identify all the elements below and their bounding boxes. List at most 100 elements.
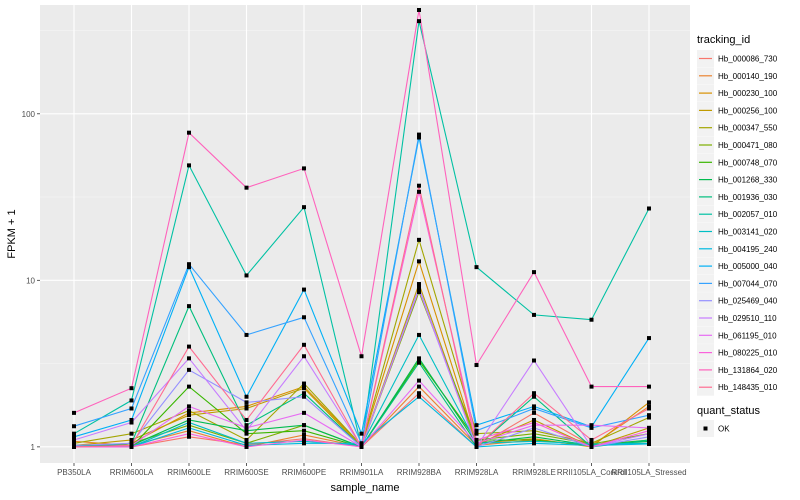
- data-point: [244, 273, 249, 278]
- legend-color-entries: Hb_000086_730 Hb_000140_190 Hb_000230_100 H…: [697, 50, 778, 396]
- data-point: [417, 394, 421, 399]
- data-point: [187, 413, 191, 418]
- data-point: [187, 431, 191, 436]
- data-point: [244, 423, 249, 428]
- legend-label: Hb_000471_080: [718, 141, 778, 150]
- data-point: [647, 428, 651, 433]
- data-point: [417, 282, 421, 287]
- legend-label: Hb_000748_070: [718, 158, 778, 167]
- legend-label: Hb_061195_010: [718, 331, 777, 340]
- data-point: [187, 420, 191, 425]
- legend-title-color: tracking_id: [697, 34, 750, 46]
- data-point: [129, 417, 134, 422]
- data-point: [417, 391, 421, 396]
- legend-label: Hb_007044_070: [718, 279, 778, 288]
- data-point: [302, 410, 306, 415]
- legend-shape-entries: OK: [697, 420, 730, 437]
- data-point: [417, 290, 421, 295]
- data-point: [244, 437, 249, 442]
- data-point: [187, 408, 191, 413]
- data-point: [302, 428, 306, 433]
- data-point: [72, 444, 76, 449]
- data-point: [417, 259, 421, 264]
- data-point: [302, 432, 306, 437]
- legend-label: Hb_000256_100: [718, 106, 778, 115]
- data-point: [244, 441, 249, 446]
- data-point: [187, 265, 191, 270]
- data-point: [474, 444, 479, 449]
- series-points: [72, 7, 651, 449]
- y-axis: 1 10 100: [22, 110, 40, 452]
- data-point: [72, 410, 76, 415]
- data-point: [244, 400, 249, 405]
- data-point: [417, 356, 421, 361]
- data-point: [417, 183, 421, 188]
- data-point: [532, 394, 536, 399]
- legend-label: Hb_025469_040: [718, 297, 778, 306]
- data-point: [244, 404, 249, 409]
- data-point: [187, 417, 191, 422]
- data-point: [589, 384, 594, 389]
- legend-label: Hb_148435_010: [718, 383, 778, 392]
- data-point: [302, 437, 306, 442]
- legend-label: Hb_005000_040: [718, 262, 778, 271]
- legend-label: Hb_080225_010: [718, 349, 778, 358]
- data-point: [187, 425, 191, 430]
- data-point: [532, 270, 536, 275]
- legend-label: Hb_029510_110: [718, 314, 777, 323]
- legend-label: Hb_131864_020: [718, 366, 778, 375]
- data-point: [72, 424, 76, 429]
- data-point: [474, 428, 479, 433]
- data-point: [359, 444, 364, 449]
- legend-label: Hb_000140_190: [718, 72, 778, 81]
- data-point: [302, 386, 306, 391]
- legend-title-shape: quant_status: [697, 405, 760, 417]
- y-tick-label: 10: [26, 276, 35, 285]
- data-point: [244, 444, 249, 449]
- data-point: [589, 437, 594, 442]
- data-point: [532, 410, 536, 415]
- y-tick-label: 1: [31, 443, 36, 452]
- x-tick-label: RRII105LA_Stressed: [611, 468, 686, 477]
- data-point: [187, 344, 191, 349]
- data-point: [532, 439, 536, 444]
- data-point: [532, 420, 536, 425]
- data-point: [129, 443, 134, 448]
- data-point: [72, 434, 76, 439]
- data-point: [72, 441, 76, 446]
- data-point: [532, 391, 536, 396]
- data-point: [532, 417, 536, 422]
- data-point: [647, 336, 651, 341]
- data-point: [187, 384, 191, 389]
- data-point: [417, 378, 421, 383]
- data-point: [647, 206, 651, 211]
- data-point: [302, 441, 306, 446]
- data-point: [474, 265, 479, 270]
- data-point: [647, 434, 651, 439]
- data-point: [129, 406, 134, 411]
- legend: tracking_id Hb_000086_730Hb_000140_190Hb…: [697, 34, 778, 437]
- legend-label: Hb_002057_010: [718, 210, 778, 219]
- data-point: [302, 342, 306, 347]
- legend-label: Hb_001268_330: [718, 176, 778, 185]
- data-point: [532, 404, 536, 409]
- data-point: [474, 437, 479, 442]
- data-point: [647, 404, 651, 409]
- data-point: [474, 423, 479, 428]
- legend-label: Hb_003141_020: [718, 228, 778, 237]
- data-point: [417, 189, 421, 194]
- data-point: [647, 384, 651, 389]
- y-axis-title: FPKM + 1: [6, 209, 18, 258]
- data-point: [532, 441, 536, 446]
- x-tick-label: RRIM600LA: [110, 468, 154, 477]
- data-point: [244, 417, 249, 422]
- data-point: [647, 406, 651, 411]
- data-point: [244, 431, 249, 436]
- data-point: [532, 431, 536, 436]
- data-point: [359, 441, 364, 446]
- data-point: [417, 132, 421, 137]
- data-point: [532, 434, 536, 439]
- data-point: [129, 441, 134, 446]
- x-tick-label: RRIM600LE: [167, 468, 211, 477]
